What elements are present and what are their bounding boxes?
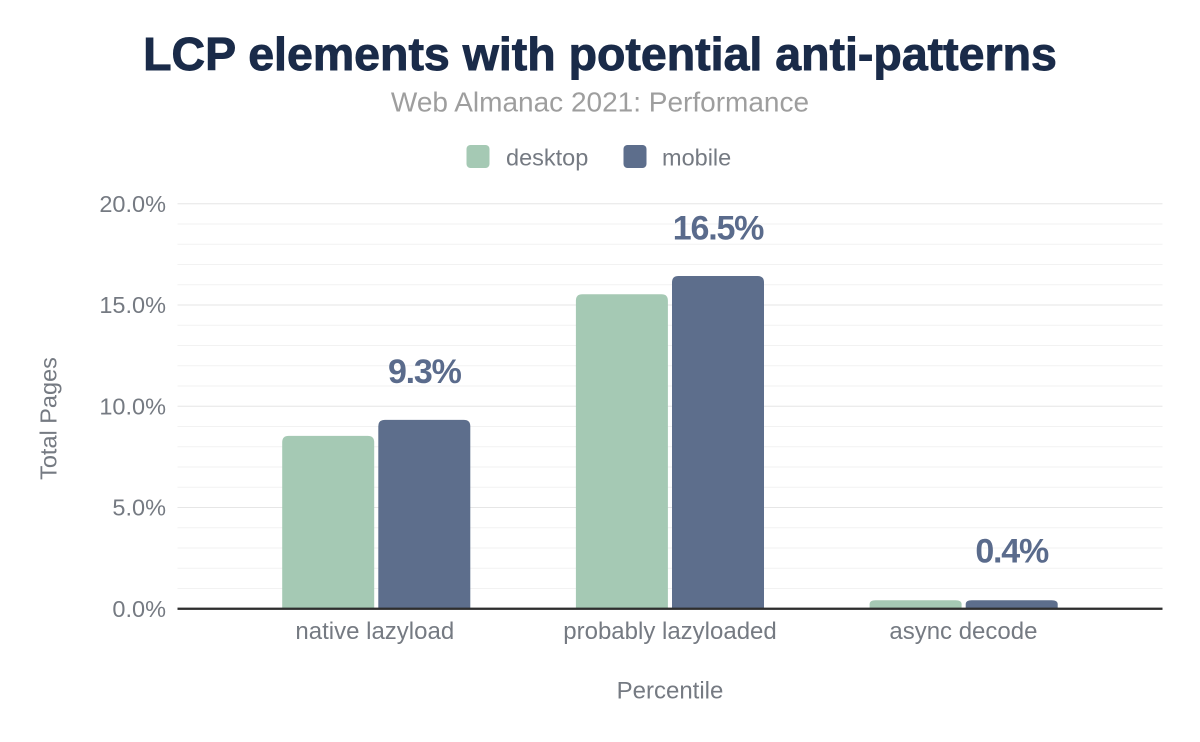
svg-text:native lazyload: native lazyload <box>295 618 454 645</box>
svg-text:async decode: async decode <box>889 618 1037 645</box>
svg-text:probably lazyloaded: probably lazyloaded <box>563 618 776 645</box>
svg-text:0.4%: 0.4% <box>975 533 1049 571</box>
svg-text:20.0%: 20.0% <box>99 191 166 217</box>
svg-text:LCP elements with potential an: LCP elements with potential anti-pattern… <box>143 28 1057 80</box>
svg-text:9.3%: 9.3% <box>388 353 462 391</box>
svg-text:15.0%: 15.0% <box>99 292 166 318</box>
svg-text:10.0%: 10.0% <box>99 393 166 419</box>
svg-text:mobile: mobile <box>662 144 731 170</box>
svg-text:16.5%: 16.5% <box>673 209 764 247</box>
svg-text:0.0%: 0.0% <box>112 596 166 622</box>
svg-text:Total Pages: Total Pages <box>36 357 62 480</box>
svg-text:Percentile: Percentile <box>617 678 724 705</box>
svg-text:Web Almanac 2021: Performance: Web Almanac 2021: Performance <box>391 87 809 118</box>
svg-text:desktop: desktop <box>506 144 588 170</box>
svg-text:5.0%: 5.0% <box>112 495 166 521</box>
